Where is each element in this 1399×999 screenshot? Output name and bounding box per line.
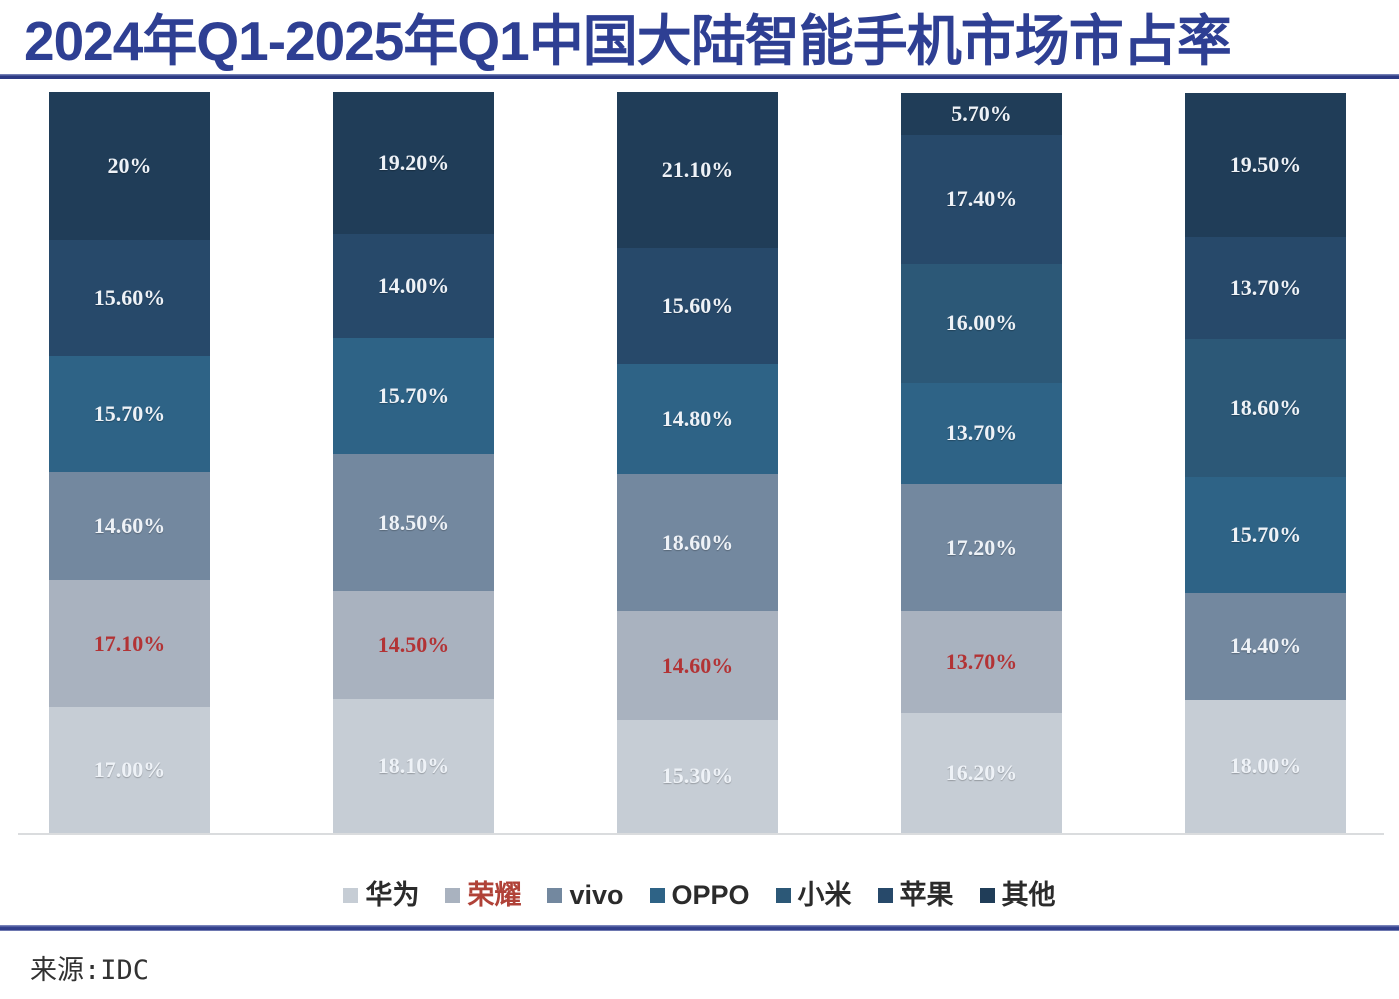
segment-label: 17.10% (93, 630, 166, 656)
segment-label: 16.00% (945, 310, 1018, 336)
bar-segment-2025Q1-xiaomi: 18.60% (1185, 338, 1346, 477)
stacked-bar-2024Q4: 5.70% 17.40% 16.00% 13.70% 17.20% 13.70% 16.20… (901, 92, 1062, 833)
bar-segment-2024Q3-honor: 14.60% (617, 611, 778, 720)
segment-label: 15.70% (93, 400, 166, 426)
legend-swatch-huawei (343, 888, 359, 903)
legend-swatch-xiaomi (775, 888, 791, 903)
stacked-bar-2024Q2: 19.20% 14.00% 15.70% 18.50% 14.50% 18.10% (333, 92, 494, 833)
segment-label: 18.50% (377, 509, 450, 535)
legend-item-other: 其他 (979, 880, 1056, 910)
bar-segment-2024Q3-oppo: 14.80% (617, 364, 778, 474)
legend-label-apple: 苹果 (899, 880, 954, 910)
segment-label: 14.40% (1229, 633, 1302, 659)
page-title: 2024年Q1-2025年Q1中国大陆智能手机市场市占率 (24, 10, 1232, 72)
bar-segment-2024Q4-xiaomi: 16.00% (901, 263, 1062, 383)
bar-segment-2024Q4-other: 5.70% (901, 92, 1062, 136)
bar-segment-2025Q1-other: 19.50% (1185, 92, 1346, 238)
segment-label: 15.70% (1229, 521, 1302, 547)
segment-label: 17.00% (93, 757, 166, 783)
bar-segment-2024Q4-vivo: 17.20% (901, 484, 1062, 612)
segment-label: 5.70% (951, 100, 1012, 126)
legend-item-honor: 荣耀 (445, 882, 521, 909)
title-underline-rule (0, 74, 1399, 79)
segment-label: 14.60% (93, 513, 166, 539)
bar-segment-2025Q1-huawei: 18.00% (1185, 699, 1346, 833)
bar-segment-2024Q4-honor: 13.70% (901, 611, 1062, 713)
legend-item-vivo: vivo (547, 880, 624, 910)
bar-segment-2025Q1-vivo: 14.40% (1185, 592, 1346, 700)
bar-segment-2024Q1-vivo: 14.60% (49, 472, 210, 581)
bar-segment-2024Q3-huawei: 15.30% (617, 719, 778, 833)
bar-segment-2024Q4-apple: 17.40% (901, 135, 1062, 264)
legend-item-huawei: 华为 (343, 882, 419, 909)
bar-segment-2024Q4-oppo: 13.70% (901, 382, 1062, 485)
stacked-bar-2025Q1: 19.50% 13.70% 18.60% 15.70% 14.40% 18.00% (1185, 92, 1346, 833)
legend-label-honor: 荣耀 (467, 880, 522, 910)
legend-label-xiaomi: 小米 (797, 880, 852, 910)
legend-item-apple: 苹果 (877, 880, 954, 910)
legend-label-oppo: OPPO (671, 880, 750, 910)
legend-label-other: 其他 (1001, 880, 1056, 910)
legend-swatch-vivo (547, 888, 563, 903)
segment-label: 14.60% (661, 652, 734, 678)
bar-segment-2024Q2-other: 19.20% (333, 92, 494, 235)
source-note: 来源:IDC (30, 955, 150, 986)
bar-segment-2024Q2-vivo: 18.50% (333, 454, 494, 592)
bar-segment-2024Q1-huawei: 17.00% (49, 707, 210, 833)
segment-label: 19.20% (377, 150, 450, 176)
bar-segment-2024Q1-oppo: 15.70% (49, 355, 210, 473)
legend: 华为 荣耀 vivo OPPO 小米 苹果 其他 (0, 882, 1399, 909)
segment-label: 17.20% (945, 534, 1018, 560)
segment-label: 15.60% (661, 293, 734, 319)
legend-bottom-rule (0, 925, 1399, 931)
legend-swatch-apple (877, 888, 893, 903)
bar-segment-2024Q3-apple: 15.60% (617, 248, 778, 364)
bar-segment-2025Q1-apple: 13.70% (1185, 237, 1346, 339)
segment-label: 13.70% (945, 649, 1018, 675)
bar-segment-2024Q4-huawei: 16.20% (901, 712, 1062, 833)
legend-swatch-oppo (649, 888, 665, 903)
segment-label: 15.70% (377, 383, 450, 409)
segment-label: 20% (107, 153, 152, 179)
segment-label: 15.30% (661, 763, 734, 789)
segment-label: 17.40% (945, 186, 1018, 212)
bar-segment-2024Q1-apple: 15.60% (49, 240, 210, 356)
segment-label: 21.10% (661, 157, 734, 183)
legend-item-oppo: OPPO (649, 880, 750, 910)
stacked-bar-2024Q3: 21.10% 15.60% 14.80% 18.60% 14.60% 15.30% (617, 92, 778, 833)
x-axis-baseline (18, 833, 1384, 835)
segment-label: 14.00% (377, 273, 450, 299)
legend-swatch-other (979, 888, 995, 903)
segment-label: 15.60% (93, 285, 166, 311)
bar-segment-2024Q1-honor: 17.10% (49, 580, 210, 708)
segment-label: 18.00% (1229, 753, 1302, 779)
legend-label-vivo: vivo (569, 880, 624, 910)
segment-label: 14.50% (377, 632, 450, 658)
bar-segment-2024Q2-apple: 14.00% (333, 234, 494, 339)
stacked-bar-2024Q1: 20% 15.60% 15.70% 14.60% 17.10% 17.00% (49, 92, 210, 833)
bar-segment-2024Q1-other: 20% (49, 92, 210, 241)
legend-item-xiaomi: 小米 (775, 880, 852, 910)
bar-segment-2024Q2-huawei: 18.10% (333, 698, 494, 833)
segment-label: 14.80% (661, 405, 734, 431)
segment-label: 13.70% (945, 420, 1018, 446)
legend-swatch-honor (445, 888, 461, 903)
bar-segment-2024Q2-oppo: 15.70% (333, 338, 494, 455)
plot-area: 20% 15.60% 15.70% 14.60% 17.10% 17.00% 19.20% 1… (49, 92, 1346, 833)
legend-label-huawei: 华为 (365, 880, 420, 910)
segment-label: 18.10% (377, 752, 450, 778)
segment-label: 13.70% (1229, 275, 1302, 301)
segment-label: 18.60% (661, 529, 734, 555)
bar-segment-2024Q3-other: 21.10% (617, 92, 778, 249)
segment-label: 16.20% (945, 759, 1018, 785)
bar-segment-2024Q2-honor: 14.50% (333, 591, 494, 699)
bar-segment-2025Q1-oppo: 15.70% (1185, 476, 1346, 593)
segment-label: 19.50% (1229, 152, 1302, 178)
bar-segment-2024Q3-vivo: 18.60% (617, 473, 778, 612)
segment-label: 18.60% (1229, 394, 1302, 420)
